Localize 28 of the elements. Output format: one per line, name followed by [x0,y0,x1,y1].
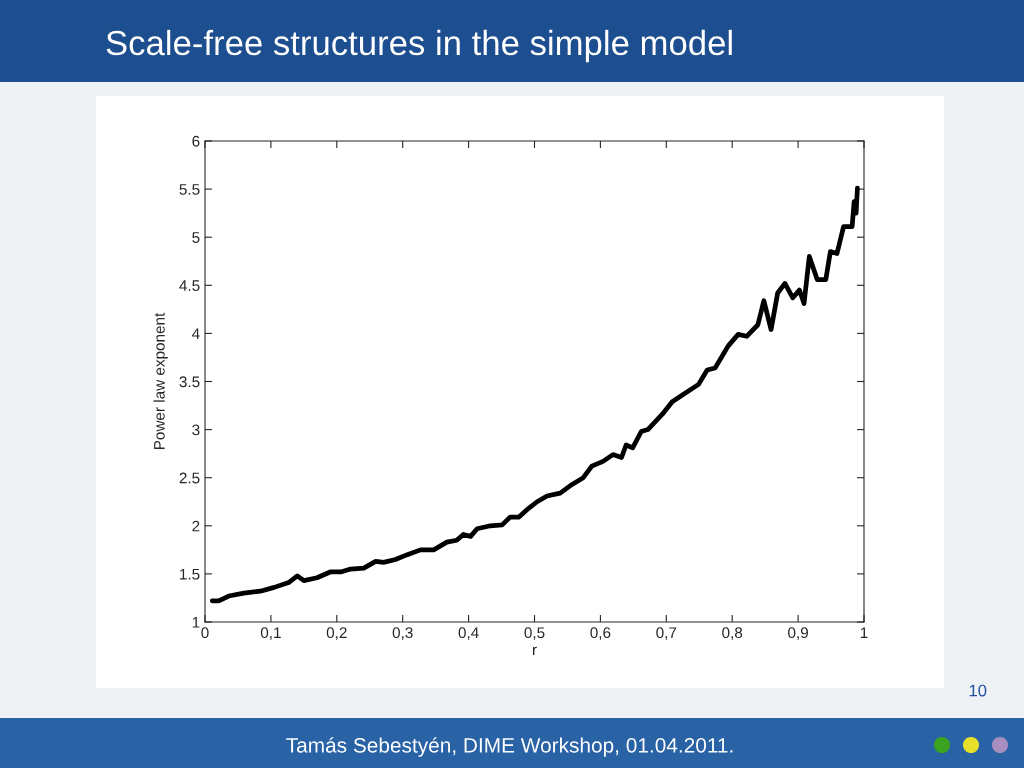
x-tick-label: 0,4 [458,627,479,640]
x-tick-label: 0,1 [260,627,281,640]
y-axis-title: Power law exponent [153,312,168,450]
y-tick-label: 1.5 [180,568,200,580]
y-tick-label: 5.5 [179,184,200,195]
x-tick-label: 0 [201,627,209,639]
x-tick-label: 0,2 [326,627,347,640]
x-tick-label: 0,6 [590,627,611,640]
chart-title: Scale-free structures in the simple model [106,29,732,63]
x-tick-label: 0,3 [392,627,413,640]
y-tick-label: 5 [192,232,200,243]
x-tick-label: 1 [860,627,868,638]
y-tick-label: 3.5 [179,376,200,388]
x-tick-label: 0,9 [788,627,808,640]
y-tick-label: 1 [192,617,200,628]
x-tick-label: 0,5 [524,627,545,640]
x-tick-label: 0,8 [722,627,743,640]
y-tick-label: 6 [192,135,200,147]
x-tick-label: 0,7 [656,627,677,640]
y-tick-label: 2.5 [179,472,200,484]
y-tick-label: 2 [192,520,200,532]
x-axis-title: r [532,646,537,655]
line-series [209,185,860,604]
y-tick-label: 4.5 [179,280,200,291]
text: Tamás Sebestyén, DIME Workshop, 01.04.2011. [286,737,733,757]
y-tick-label: 3 [192,424,200,436]
text: 10 [969,684,987,697]
y-tick-label: 4 [191,328,200,339]
